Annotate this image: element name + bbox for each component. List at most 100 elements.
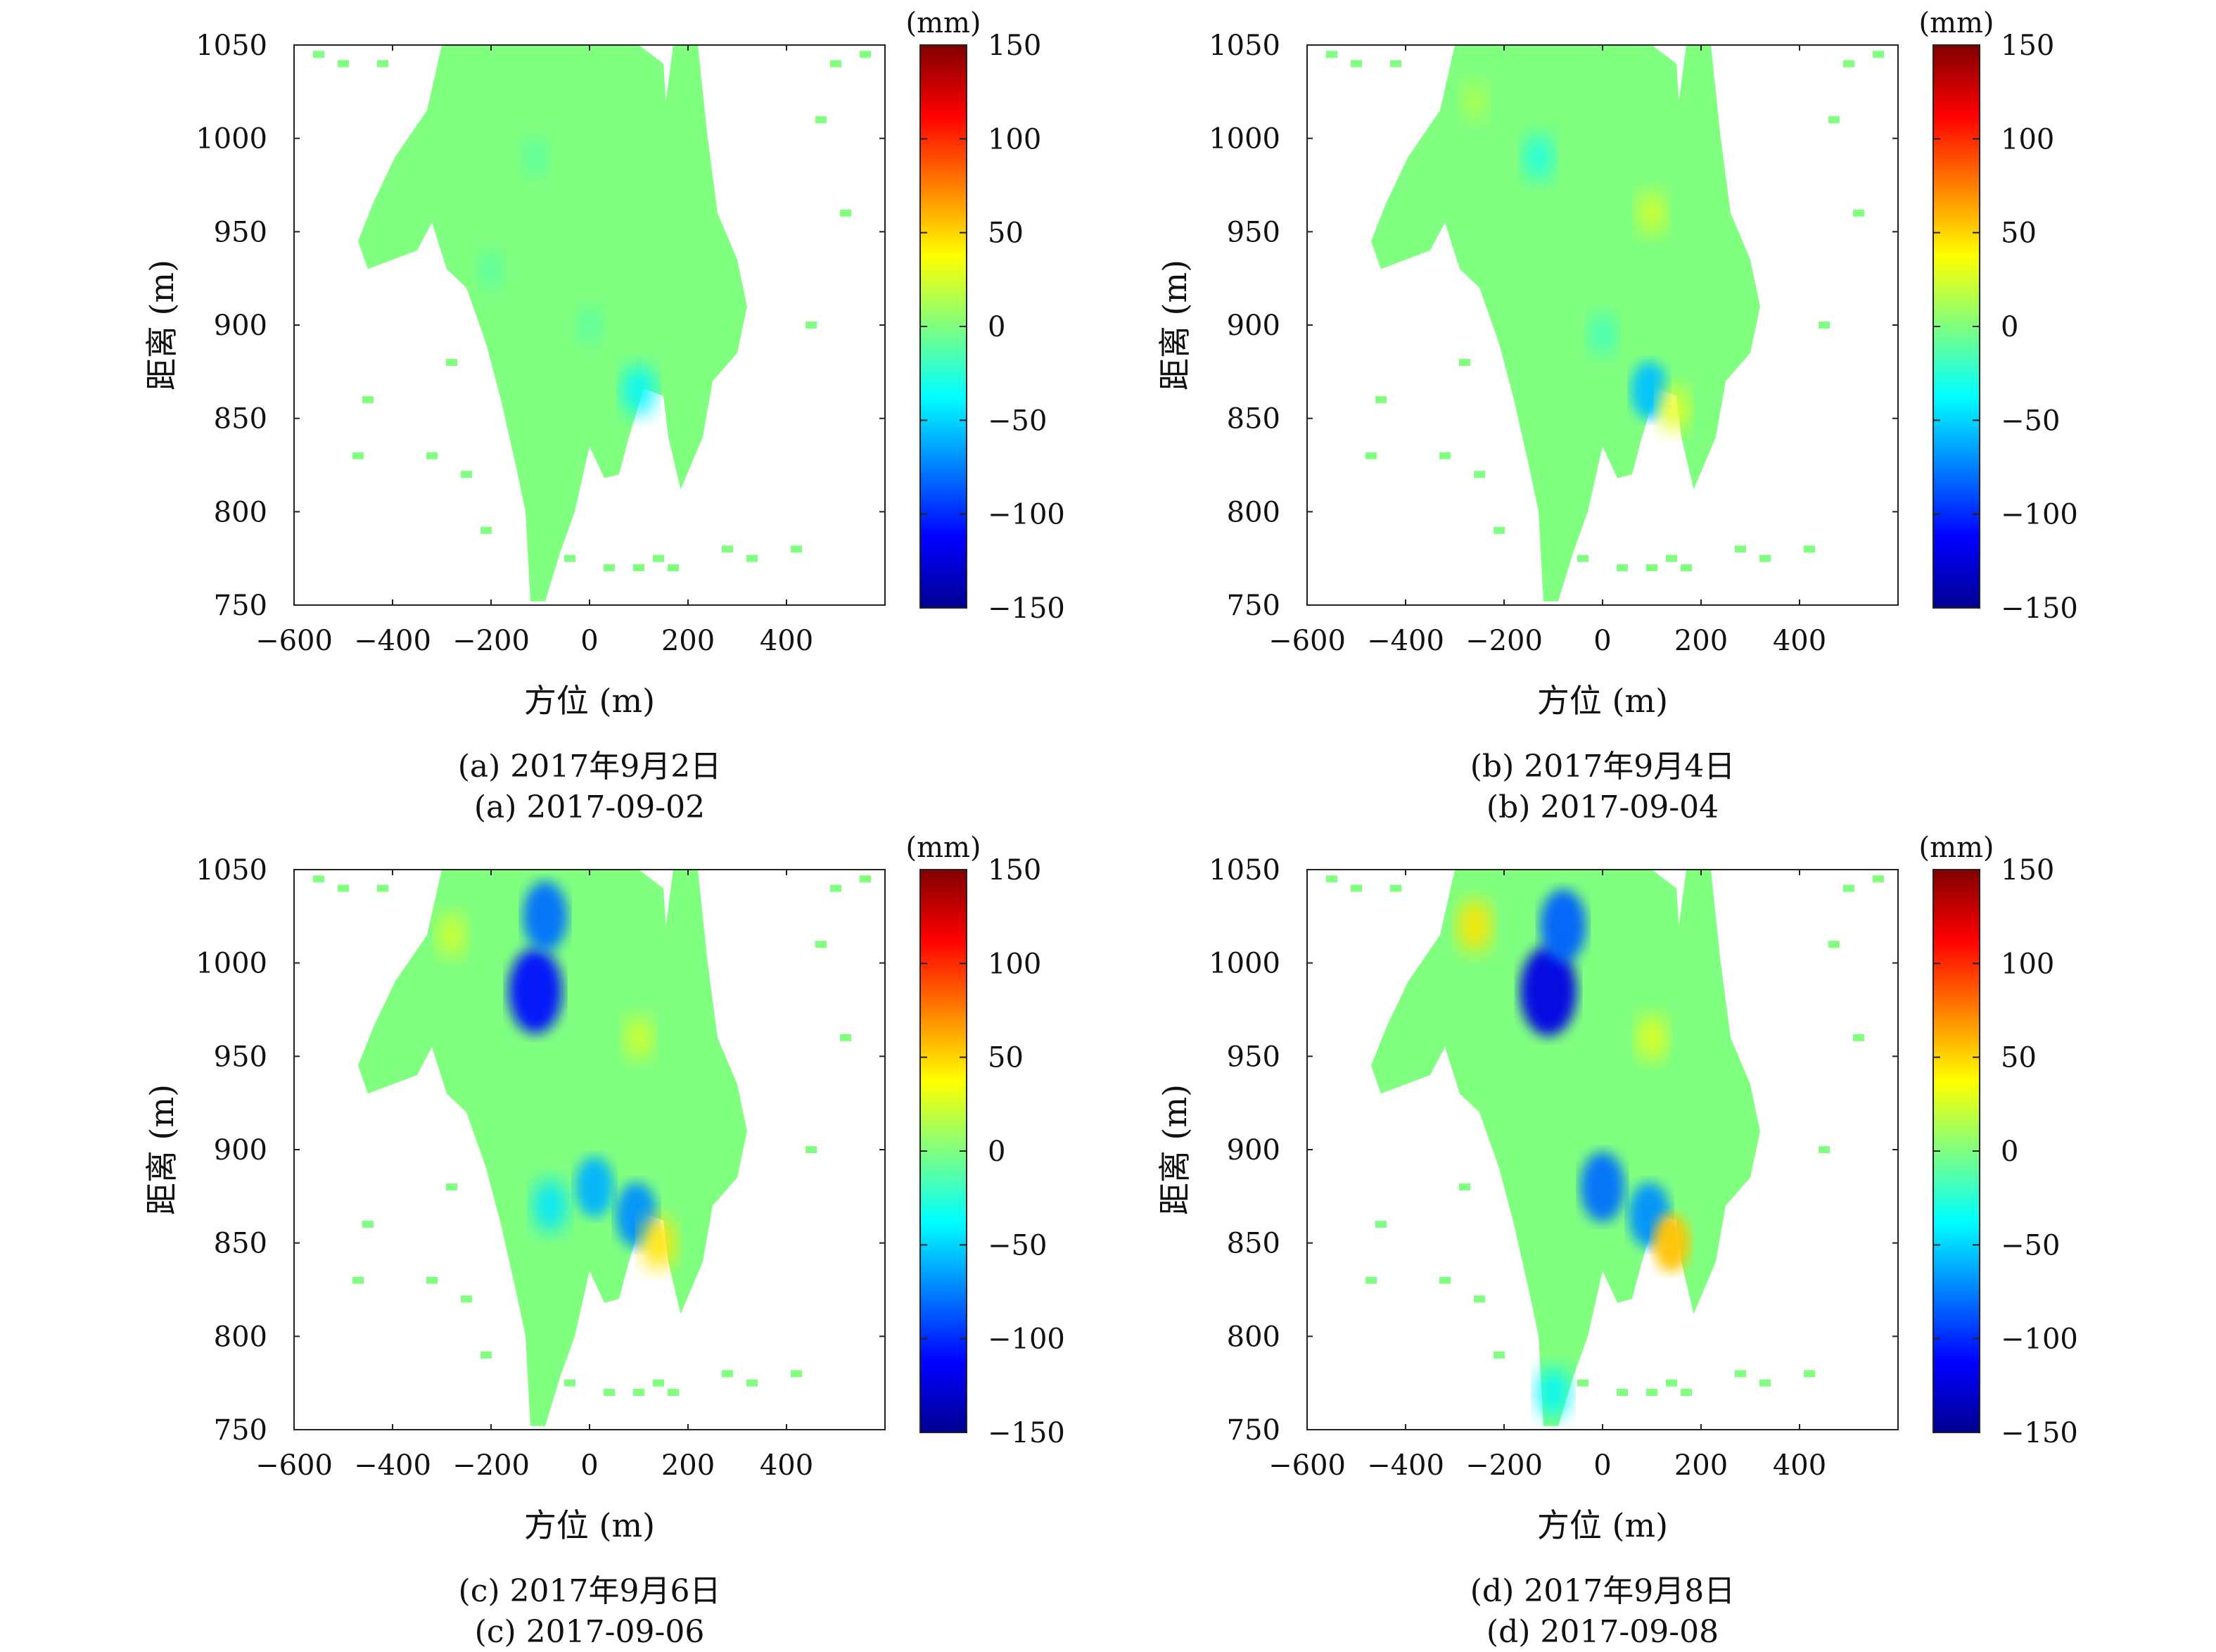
x-axis: −600 −400 −200 0 200 400 [1268, 870, 1826, 1482]
x-tick-label: 0 [1593, 1449, 1611, 1482]
scatter-pixel [1365, 452, 1377, 459]
scatter-pixel [1804, 1370, 1815, 1378]
deformation-anomaly [1540, 889, 1586, 962]
y-tick-label: 750 [214, 1414, 267, 1447]
colorbar-tick-label: −100 [988, 1323, 1065, 1356]
scatter-pixel [446, 1183, 457, 1191]
x-tick-label: −200 [1465, 1449, 1543, 1482]
colorbar-unit: (mm) [905, 7, 981, 39]
panel-b: −600 −400 −200 0 200 400 75080085090095010001… [1156, 7, 2078, 825]
scatter-pixel [426, 1276, 438, 1284]
x-tick-label: 400 [760, 1449, 813, 1482]
deformation-anomaly [1458, 898, 1491, 953]
x-tick-label: −600 [1268, 625, 1346, 657]
x-axis: −600 −400 −200 0 200 400 [255, 870, 813, 1482]
caption-en: (b) 2017-09-04 [1486, 789, 1719, 825]
x-axis: −600 −400 −200 0 200 400 [255, 45, 813, 657]
caption-en: (a) 2017-09-02 [474, 789, 705, 825]
y-tick-label: 950 [214, 1041, 267, 1073]
scatter-pixel [746, 554, 758, 562]
x-tick-label: −400 [354, 1449, 431, 1482]
scatter-pixel [633, 1388, 644, 1396]
deformation-anomaly [1462, 82, 1487, 120]
deformation-anomaly [508, 948, 563, 1034]
footprint-area [1371, 45, 1760, 602]
scatter-pixel [1494, 1351, 1505, 1359]
y-tick-label: 850 [214, 403, 267, 436]
deformation-anomaly [1580, 1152, 1625, 1223]
deformation-anomaly [575, 1157, 614, 1218]
y-tick-label: 850 [1227, 403, 1280, 436]
colorbar-tick-label: 0 [2001, 1136, 2018, 1168]
deformation-anomaly [1637, 1015, 1667, 1061]
scatter-pixel [1439, 1276, 1451, 1284]
colorbar-tick-label: −100 [2001, 1323, 2078, 1356]
y-tick-label: 800 [214, 496, 267, 528]
scatter-pixel [1819, 322, 1830, 329]
scatter-pixel [1828, 116, 1840, 124]
y-tick-label: 1000 [1209, 948, 1280, 980]
scatter-pixel [1735, 1370, 1746, 1378]
scatter-pixel [668, 564, 679, 571]
footprint-area [358, 870, 747, 1426]
scatter-pixel [1577, 554, 1588, 562]
x-tick-label: −600 [255, 1449, 333, 1482]
deformation-footprint [1326, 870, 1884, 1426]
deformation-features [438, 881, 675, 1270]
scatter-pixel [815, 116, 827, 124]
colorbar-tick-label: 100 [2001, 123, 2054, 155]
scatter-pixel [1459, 1183, 1470, 1191]
y-tick-label: 900 [214, 1134, 267, 1167]
x-tick-label: −400 [1367, 625, 1444, 657]
scatter-pixel [1474, 1295, 1485, 1303]
deformation-features [479, 139, 655, 416]
scatter-pixel [722, 1370, 733, 1378]
scatter-pixel [805, 322, 817, 329]
scatter-pixel [1375, 1221, 1387, 1228]
y-tick-label: 1050 [196, 30, 267, 62]
scatter-pixel [564, 554, 575, 562]
caption-cn: (d) 2017年9月8日 [1470, 1573, 1735, 1609]
scatter-pixel [604, 564, 615, 571]
y-tick-label: 800 [214, 1321, 267, 1353]
deformation-anomaly [479, 250, 503, 288]
scatter-pixel [461, 471, 472, 478]
deformation-anomaly [533, 1178, 567, 1233]
y-tick-label: 850 [214, 1228, 267, 1260]
colorbar-tick-label: −100 [988, 499, 1065, 531]
deformation-anomaly [642, 1216, 675, 1270]
y-tick-label: 750 [1227, 1414, 1280, 1447]
deformation-anomaly [1520, 946, 1577, 1036]
colorbar-tick-label: 150 [2001, 854, 2054, 887]
colorbar-unit: (mm) [1918, 832, 1994, 864]
scatter-pixel [860, 875, 871, 883]
scatter-pixel [1843, 884, 1854, 892]
scatter-pixel [564, 1379, 575, 1387]
scatter-pixel [830, 60, 841, 68]
colorbar-tick-label: −100 [2001, 499, 2078, 531]
scatter-pixel [480, 526, 492, 534]
scatter-pixel [1390, 884, 1401, 892]
scatter-pixel [1617, 564, 1628, 571]
y-axis: 750 800 850 900 950 1000 1050 [196, 854, 885, 1447]
x-tick-label: 400 [1773, 1449, 1826, 1482]
y-axis: 750 800 850 900 950 1000 1050 [196, 30, 885, 622]
scatter-pixel [668, 1388, 679, 1396]
scatter-pixel [1351, 60, 1362, 68]
y-tick-label: 750 [214, 590, 267, 622]
x-tick-label: 0 [580, 1449, 598, 1482]
colorbar-tick-label: −150 [2001, 592, 2078, 625]
x-axis-label: 方位 (m) [524, 682, 655, 720]
colorbar-unit: (mm) [905, 832, 981, 864]
scatter-pixel [313, 875, 324, 883]
scatter-pixel [362, 1221, 374, 1228]
y-tick-label: 900 [214, 310, 267, 342]
y-axis: 750 800 850 900 950 1000 1050 [1209, 30, 1898, 622]
colorbar-tick-label: 50 [2001, 217, 2037, 250]
scatter-pixel [1617, 1388, 1628, 1396]
x-tick-label: 200 [661, 625, 715, 657]
deformation-features [1462, 82, 1689, 432]
scatter-pixel [840, 209, 851, 217]
colorbar-unit: (mm) [1918, 7, 1994, 39]
deformation-anomaly [1537, 1366, 1569, 1418]
